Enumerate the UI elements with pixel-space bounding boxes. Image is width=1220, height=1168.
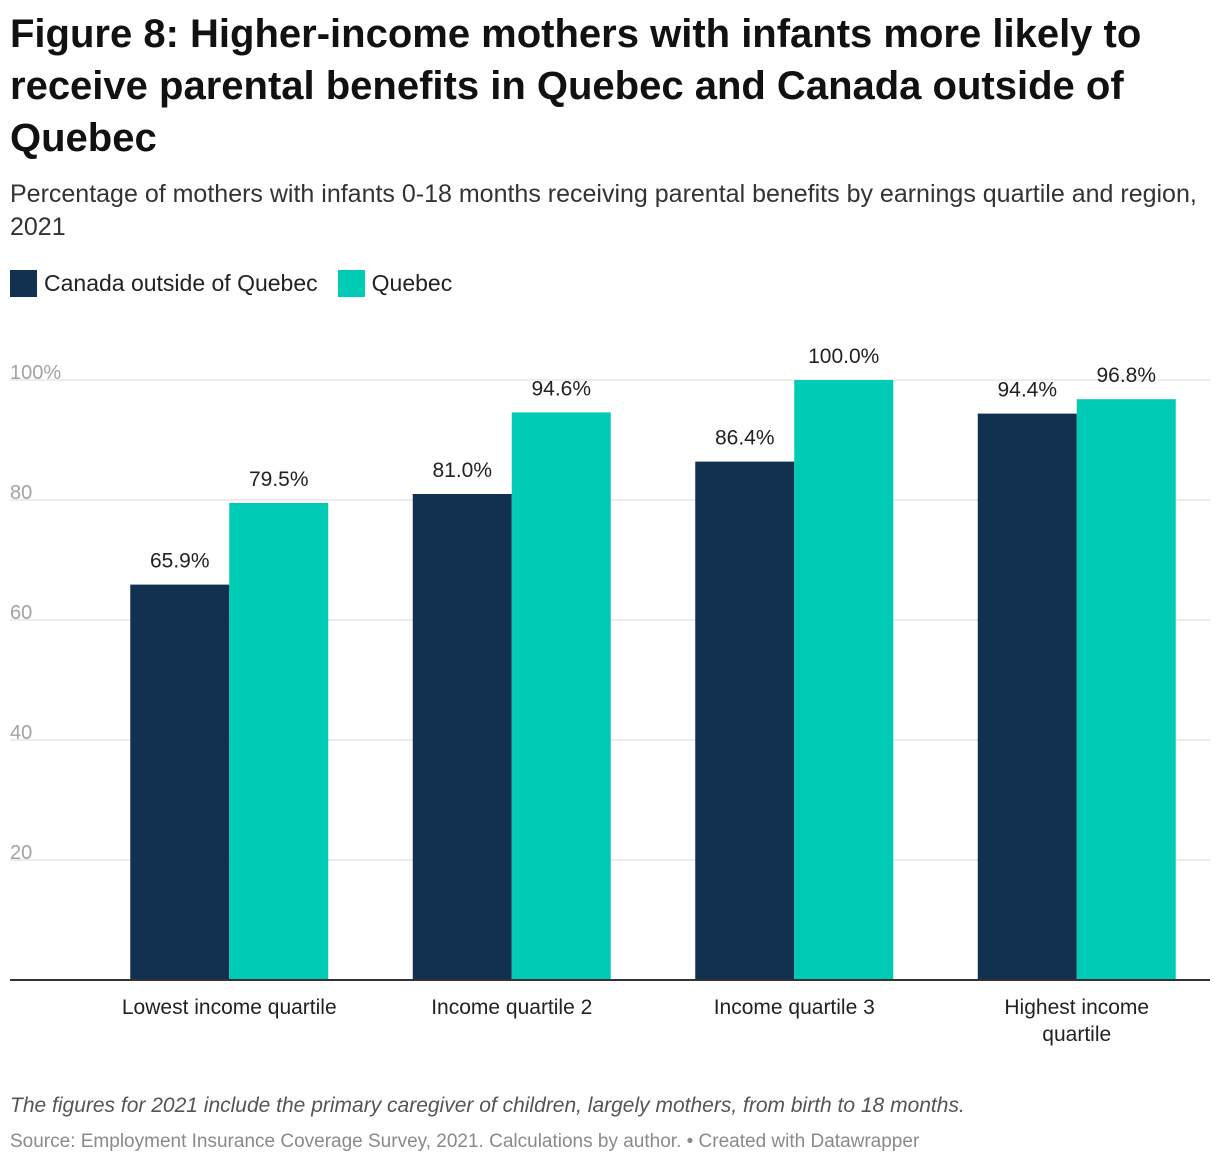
data-label: 65.9% xyxy=(150,550,210,573)
bar xyxy=(130,584,230,980)
legend-label-canada: Canada outside of Quebec xyxy=(44,270,318,296)
bar xyxy=(977,413,1077,981)
x-tick-label: Highest income xyxy=(1004,996,1149,1019)
data-label: 79.5% xyxy=(249,468,309,491)
x-tick-label: Income quartile 2 xyxy=(431,996,592,1019)
bar xyxy=(229,503,329,980)
data-label: 94.4% xyxy=(997,379,1057,402)
chart-title: Figure 8: Higher-income mothers with inf… xyxy=(10,12,1142,160)
bar xyxy=(794,380,894,980)
bar xyxy=(511,412,611,980)
legend-label-quebec: Quebec xyxy=(371,270,453,296)
data-label: 86.4% xyxy=(715,427,775,450)
bar-chart: 20 40 60 80 100% 65.9% 79.5% Lowest income quar… xyxy=(10,345,1210,1046)
y-tick-label: 60 xyxy=(10,602,32,624)
bar xyxy=(695,461,795,981)
x-tick-label: Income quartile 3 xyxy=(714,996,875,1019)
data-label: 94.6% xyxy=(531,377,591,400)
y-tick-label: 20 xyxy=(10,842,32,864)
legend-swatch-canada xyxy=(10,270,37,297)
legend: Canada outside of Quebec Quebec xyxy=(10,270,472,297)
x-tick-label: Lowest income quartile xyxy=(122,996,337,1019)
legend-swatch-quebec xyxy=(337,270,365,297)
y-tick-label: 100% xyxy=(10,362,61,384)
x-tick-label: quartile xyxy=(1042,1023,1111,1046)
legend-item-canada: Canada outside of Quebec xyxy=(10,270,318,297)
legend-item-quebec: Quebec xyxy=(337,270,453,297)
y-tick-label: 40 xyxy=(10,722,32,744)
data-label: 100.0% xyxy=(808,345,879,368)
y-tick-label: 80 xyxy=(10,482,32,504)
chart-notes: The figures for 2021 include the primary… xyxy=(10,1094,965,1117)
bar xyxy=(412,494,512,980)
chart-subtitle: Percentage of mothers with infants 0-18 … xyxy=(10,180,1197,241)
chart-source: Source: Employment Insurance Coverage Su… xyxy=(10,1131,920,1152)
data-label: 81.0% xyxy=(432,459,492,482)
data-label: 96.8% xyxy=(1096,364,1156,387)
bar xyxy=(1076,399,1176,980)
